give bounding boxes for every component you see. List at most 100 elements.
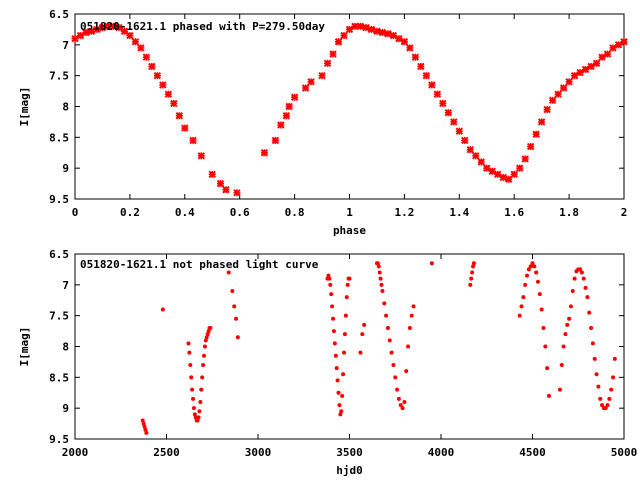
data-point [380,289,385,293]
data-point [82,28,90,37]
data-point [585,295,590,300]
data-point [530,261,535,266]
data-point [605,403,610,408]
data-point [609,387,614,392]
data-point [109,22,118,31]
panel-unphased: 2000 2500 3000 3500 4000 4500 5000 6.5 7 7.5 8 8.5… [18,248,637,477]
data-point [598,53,606,61]
data-point [115,23,123,32]
data-point [202,353,207,358]
data-point [594,372,599,377]
data-point [343,313,348,318]
data-point [222,186,230,194]
data-point [532,130,540,138]
data-point [327,276,332,281]
data-point [587,310,592,315]
data-point [336,390,341,395]
data-point [378,276,383,281]
y-ticks-unphased: 6.5 7 7.5 8 8.5 9 9.5 [49,248,624,446]
data-point [525,273,530,278]
data-point [537,292,542,297]
data-point [603,50,612,58]
data-point [609,44,617,52]
data-point [579,270,584,275]
x-tick-label: 0.4 [175,206,195,219]
data-point [347,276,352,281]
data-point [510,170,518,179]
data-point [230,289,235,293]
data-point [189,136,197,145]
data-point [406,344,411,349]
data-point [334,38,343,46]
data-point [375,261,380,266]
data-point [411,304,416,309]
data-point [548,96,557,105]
data-point [592,356,597,361]
x-axis-label-phased: phase [333,224,366,237]
data-point [455,127,464,135]
data-point [131,38,140,46]
data-point [517,313,522,318]
data-point [362,322,367,327]
data-point [189,375,194,380]
data-point [356,22,365,31]
data-point [472,152,480,160]
data-point [583,285,588,290]
data-point [565,322,570,327]
x-tick-label: 1.8 [559,206,579,219]
data-point [335,378,340,383]
data-point [402,400,407,404]
data-point [342,332,347,337]
data-point [543,105,551,114]
data-point [282,112,291,120]
data-point [526,142,535,151]
y-ticks-phased: 6.5 7 7.5 8 8.5 9 9.5 [49,8,624,206]
data-point [526,267,531,272]
data-point [603,406,608,411]
data-point [144,430,149,435]
data-point [160,307,165,312]
data-point [541,326,546,330]
data-point [557,387,562,392]
data-point [318,71,326,80]
data-point [400,406,405,411]
data-point [191,396,196,401]
data-point [188,363,193,367]
x-tick-label: 1.4 [449,206,469,219]
data-point [592,59,601,68]
data-point [186,341,191,346]
data-point [175,112,184,120]
data-point [468,282,473,287]
x-tick-label: 2 [621,206,628,219]
data-point [345,282,350,287]
data-point [323,59,332,68]
data-point [528,264,533,269]
data-point [382,301,387,306]
data-point [396,396,401,401]
data-point [563,332,568,337]
data-point [576,68,584,77]
data-point [611,375,616,380]
data-point [333,353,338,358]
data-point [494,170,502,179]
data-point [545,366,550,371]
data-point [450,118,458,126]
data-point [233,189,241,197]
data-point [332,341,337,346]
plot-title-phased: 051820-1621.1 phased with P=279.50day [80,20,325,33]
data-point [559,363,564,367]
data-point [234,316,239,321]
data-point [340,31,348,40]
data-point [395,34,403,43]
data-point [537,118,546,126]
x-tick-label: 2000 [62,446,89,459]
x-tick-label: 2500 [153,446,180,459]
data-point [559,84,568,92]
data-point [202,344,207,349]
data-point [587,62,595,71]
data-point [235,335,240,340]
data-point [337,403,342,408]
data-point [140,418,145,423]
data-point [444,108,453,117]
